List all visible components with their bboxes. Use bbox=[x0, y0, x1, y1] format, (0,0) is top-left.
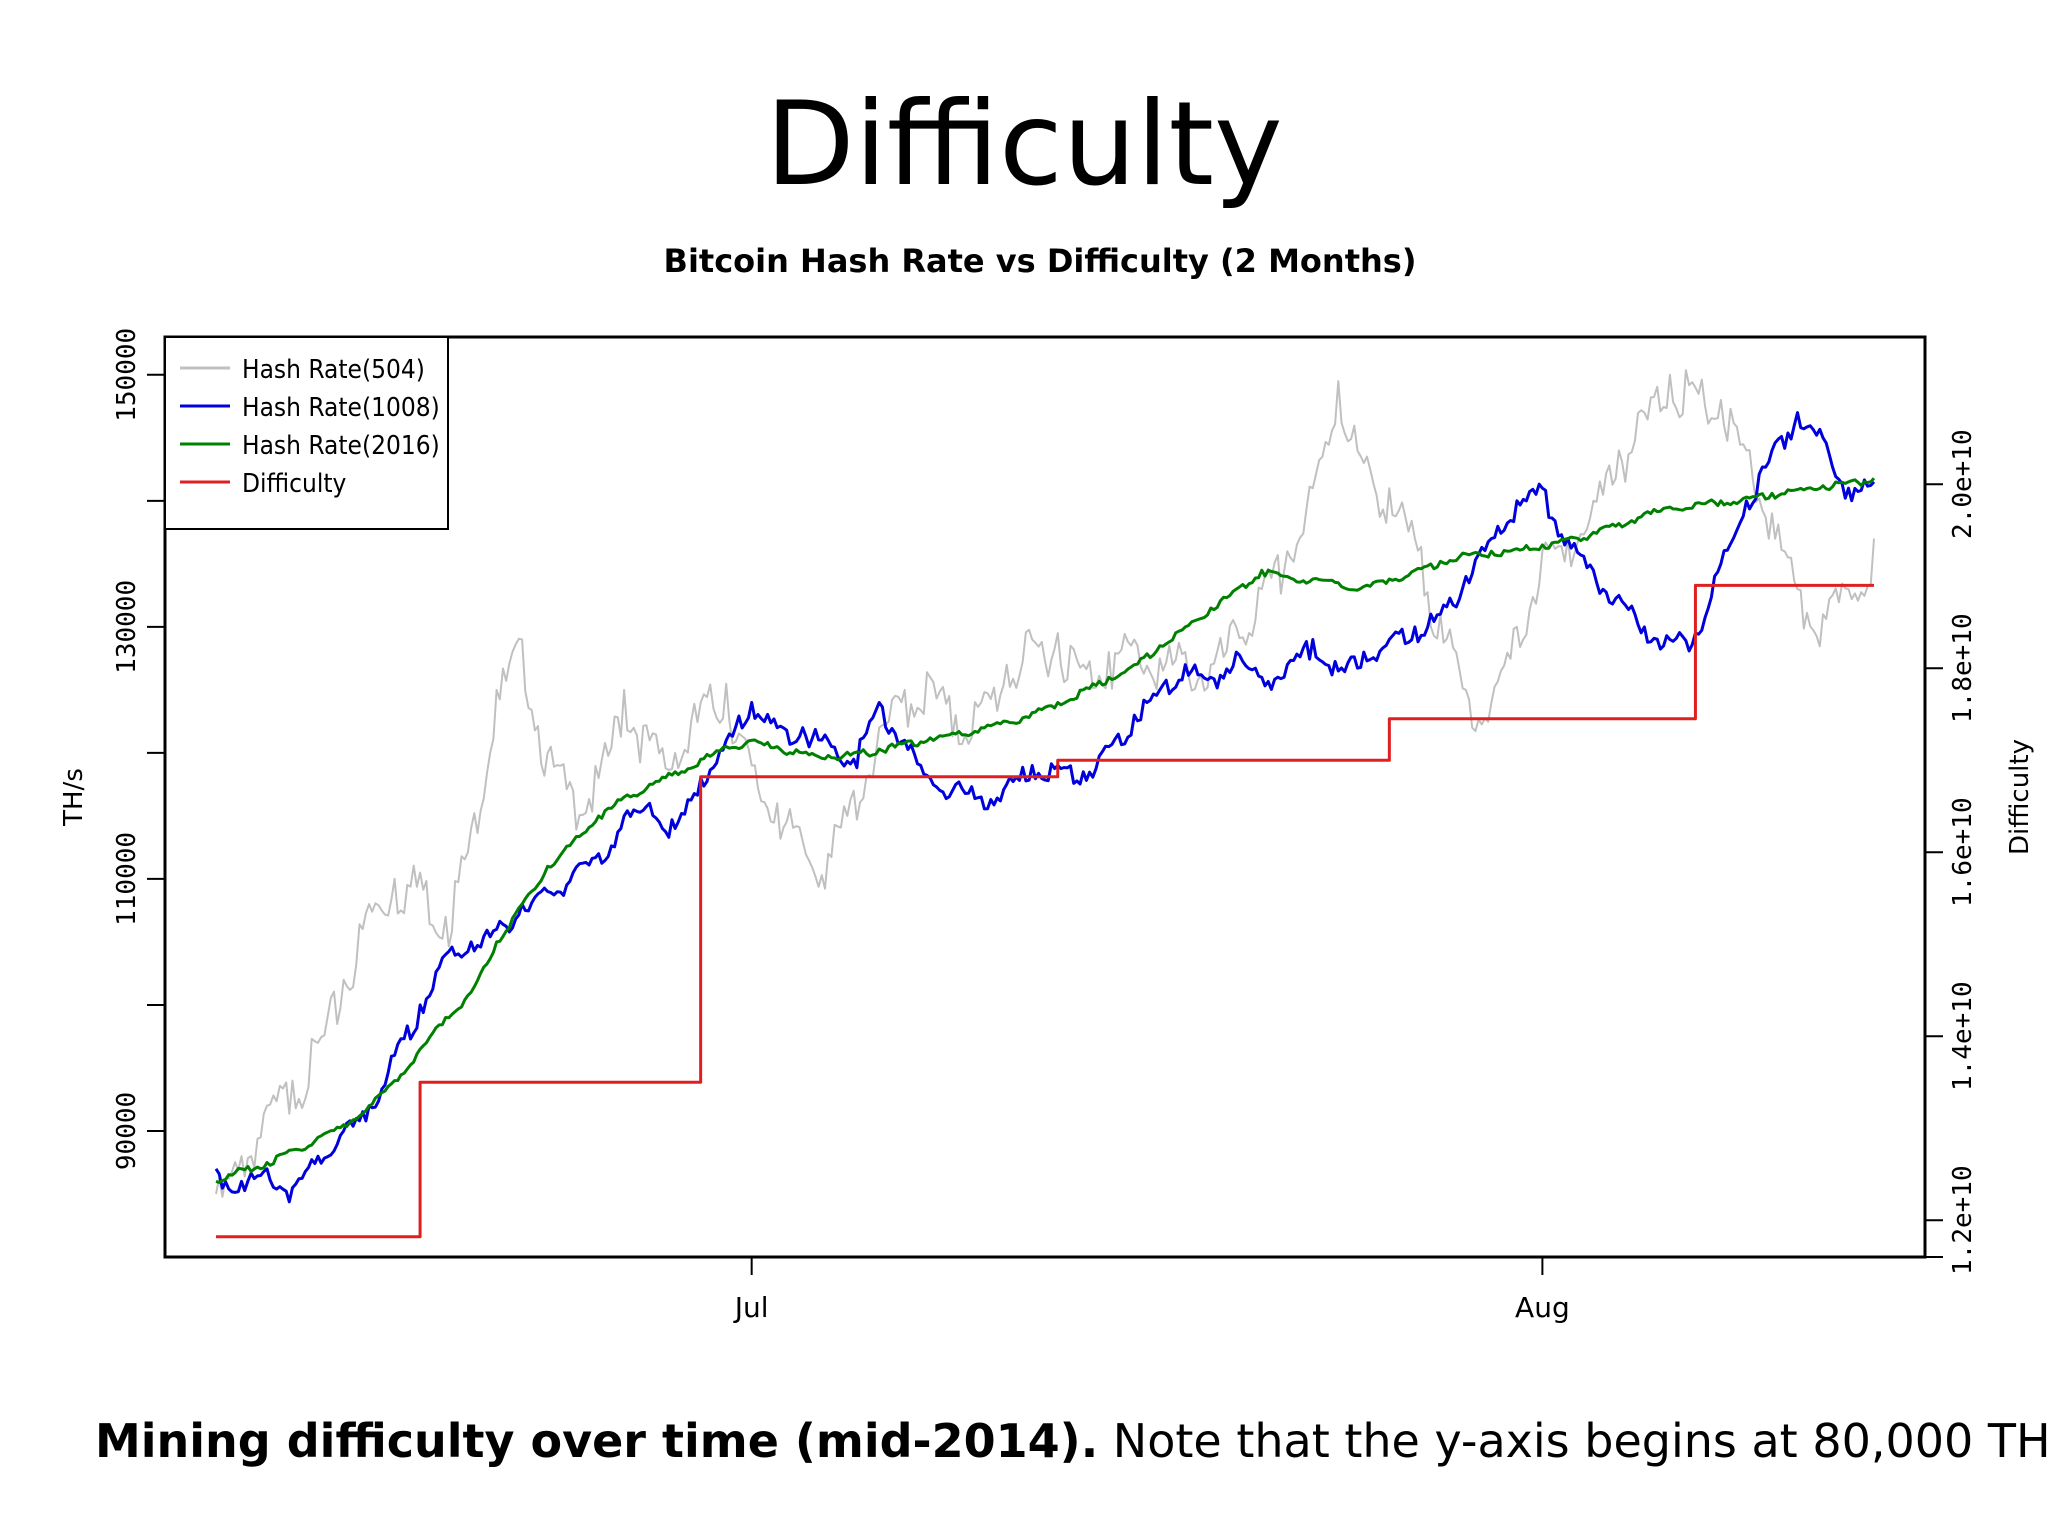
y-tick-label: 110000 bbox=[112, 832, 142, 926]
axes: 90000 110000 130000 150000 1.2e+10 1.4e+10 1.6… bbox=[112, 328, 1978, 1324]
series-line-3 bbox=[216, 583, 1874, 1239]
y2-tick-label: 1.8e+10 bbox=[1948, 613, 1978, 723]
series-line-1 bbox=[214, 411, 1876, 1204]
legend-label: Difficulty bbox=[242, 469, 346, 499]
series-line-2 bbox=[215, 477, 1876, 1184]
legend-label: Hash Rate(504) bbox=[242, 355, 425, 385]
slide-title: Difficulty bbox=[765, 77, 1283, 212]
y2-tick-label: 1.4e+10 bbox=[1948, 981, 1978, 1091]
y2-axis-label: Difficulty bbox=[2005, 739, 2035, 855]
legend-label: Hash Rate(1008) bbox=[242, 393, 440, 423]
x-tick-label: Aug bbox=[1515, 1291, 1570, 1324]
legend: Hash Rate(504) Hash Rate(1008) Hash Rate(2… bbox=[164, 336, 449, 530]
series-layer bbox=[214, 369, 1876, 1239]
chart-title: Bitcoin Hash Rate vs Difficulty (2 Month… bbox=[664, 242, 1417, 280]
x-tick-label: Jul bbox=[733, 1291, 769, 1324]
y-axis-label: TH/s bbox=[59, 768, 89, 827]
series-line-0 bbox=[215, 369, 1875, 1198]
y2-tick-label: 2.0e+10 bbox=[1948, 429, 1978, 539]
slide-caption: Mining difficulty over time (mid-2014). … bbox=[95, 1413, 2048, 1469]
y-tick-label: 150000 bbox=[112, 328, 142, 422]
caption-bold: Mining difficulty over time (mid-2014). bbox=[95, 1414, 1099, 1468]
y2-tick-label: 1.2e+10 bbox=[1948, 1165, 1978, 1275]
y2-tick-label: 1.6e+10 bbox=[1948, 797, 1978, 907]
y-tick-label: 90000 bbox=[112, 1092, 142, 1170]
legend-label: Hash Rate(2016) bbox=[242, 431, 440, 461]
caption-rest: Note that the y-axis begins at 80,000 TH… bbox=[1098, 1414, 2048, 1468]
plot-frame bbox=[163, 335, 1927, 1259]
y-tick-label: 130000 bbox=[112, 580, 142, 674]
